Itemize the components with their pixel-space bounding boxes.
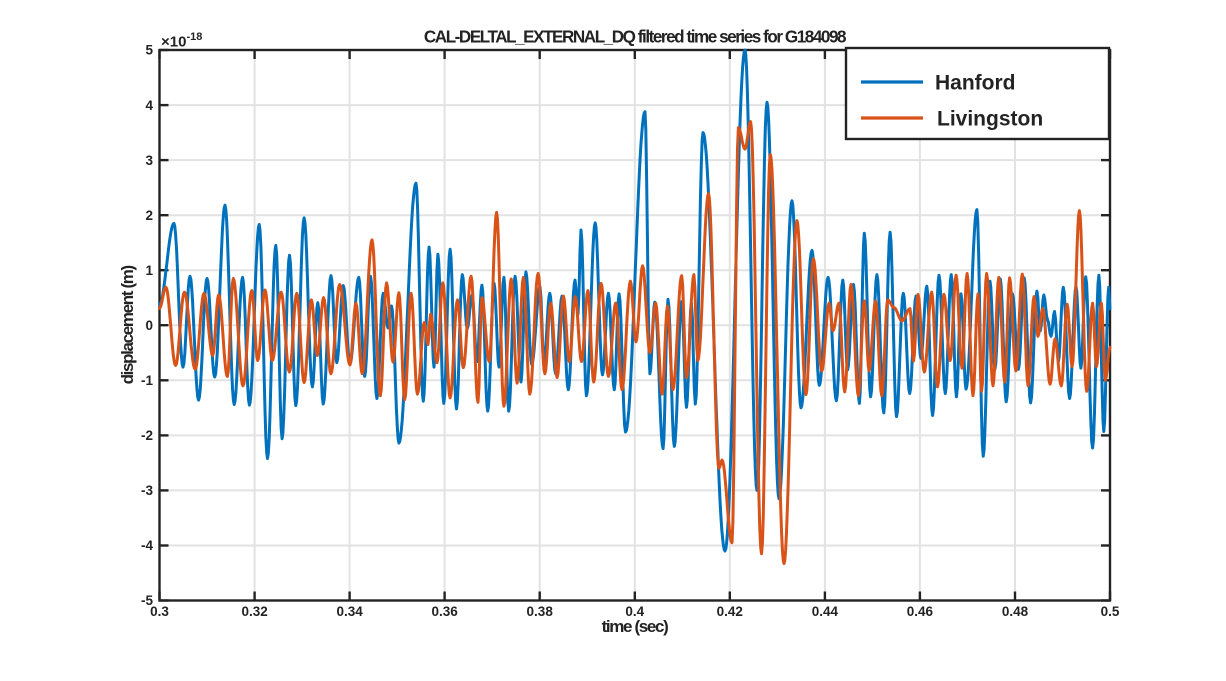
- svg-text:3: 3: [145, 153, 153, 168]
- svg-text:0.38: 0.38: [527, 604, 554, 619]
- svg-text:-3: -3: [141, 483, 153, 498]
- svg-text:1: 1: [145, 263, 153, 278]
- svg-text:time (sec): time (sec): [602, 617, 669, 636]
- svg-text:Hanford: Hanford: [935, 72, 1016, 95]
- svg-text:0.36: 0.36: [431, 604, 458, 619]
- svg-text:0.48: 0.48: [1002, 604, 1029, 619]
- svg-text:0.34: 0.34: [336, 604, 363, 619]
- svg-text:0.42: 0.42: [717, 604, 743, 619]
- svg-text:0: 0: [145, 318, 153, 333]
- svg-text:-5: -5: [141, 593, 153, 608]
- svg-text:Livingston: Livingston: [937, 108, 1043, 131]
- svg-text:4: 4: [145, 98, 153, 113]
- svg-text:-4: -4: [141, 538, 153, 553]
- svg-text:0.32: 0.32: [241, 604, 267, 619]
- svg-text:0.5: 0.5: [1101, 604, 1120, 619]
- svg-text:2: 2: [145, 208, 153, 223]
- svg-text:0.44: 0.44: [812, 604, 839, 619]
- svg-text:0.4: 0.4: [625, 604, 644, 619]
- svg-text:CAL-DELTAL_EXTERNAL_DQ filtere: CAL-DELTAL_EXTERNAL_DQ filtered time ser…: [424, 28, 846, 47]
- svg-text:0.3: 0.3: [150, 604, 169, 619]
- svg-text:-2: -2: [141, 428, 153, 443]
- svg-text:-1: -1: [141, 373, 153, 388]
- svg-text:5: 5: [145, 43, 153, 58]
- svg-text:displacement (m): displacement (m): [118, 265, 137, 384]
- svg-text:0.46: 0.46: [907, 604, 934, 619]
